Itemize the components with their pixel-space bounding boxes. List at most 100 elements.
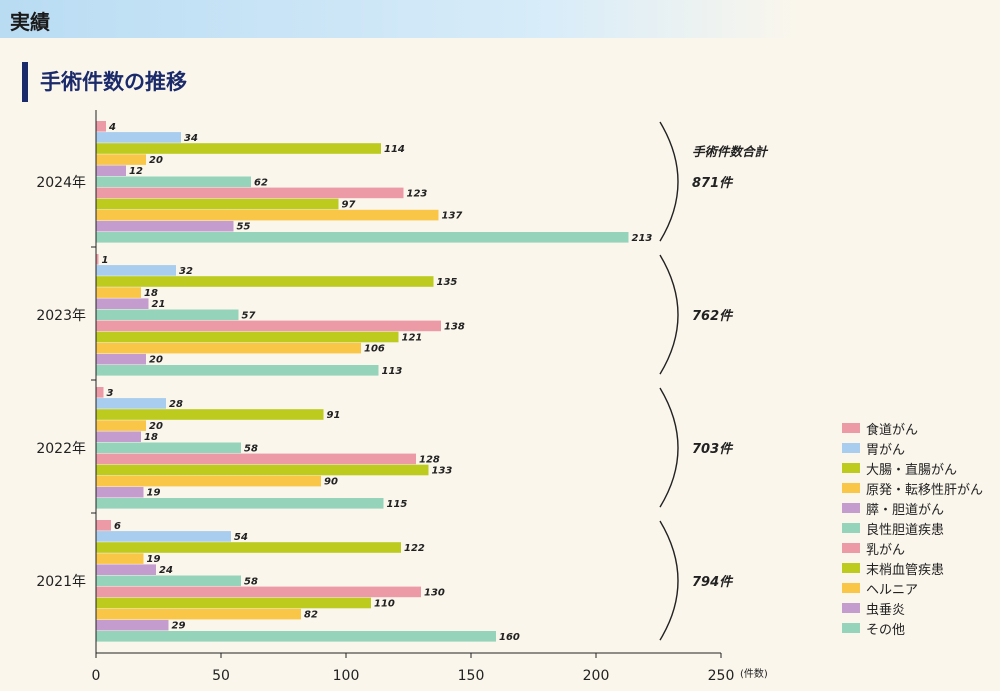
- bar-value-label: 115: [387, 499, 408, 510]
- bar-value-label: 6: [114, 521, 121, 532]
- bar-value-label: 133: [432, 466, 453, 477]
- bar-value-label: 137: [442, 211, 463, 222]
- bar-value-label: 54: [234, 532, 248, 543]
- bar-value-label: 138: [444, 321, 465, 332]
- bar-value-label: 160: [499, 632, 520, 643]
- legend-label: その他: [866, 622, 906, 638]
- legend-swatch: [842, 603, 860, 613]
- bar-3-5: [96, 575, 241, 587]
- bar-value-label: 18: [144, 288, 158, 299]
- bar-value-label: 114: [384, 144, 405, 155]
- legend-item: 原発・転移性肝がん: [842, 478, 983, 498]
- bar-value-label: 20: [149, 355, 163, 366]
- legend-label: 良性胆道疾患: [866, 522, 945, 538]
- bar-value-label: 106: [364, 344, 385, 355]
- bar-value-label: 82: [304, 610, 318, 621]
- legend-label: ヘルニア: [866, 582, 919, 598]
- bar-value-label: 29: [172, 621, 186, 632]
- x-tick-label: 0: [92, 668, 101, 684]
- legend-swatch: [842, 503, 860, 513]
- legend-label: 虫垂炎: [866, 602, 906, 618]
- x-tick-label: 50: [212, 668, 230, 684]
- total-bracket: [659, 254, 679, 375]
- chart-legend: 食道がん胃がん大腸・直腸がん原発・転移性肝がん 膵・胆道がん 良性胆道疾患 乳がん末梢…: [842, 418, 983, 638]
- total-label: 762件: [692, 308, 734, 324]
- legend-swatch: [842, 523, 860, 533]
- legend-swatch: [842, 623, 860, 633]
- legend-swatch: [842, 423, 860, 433]
- bar-0-8: [96, 209, 439, 221]
- bar-2-4: [96, 431, 141, 442]
- bar-3-10: [96, 631, 496, 642]
- bar-2-9: [96, 486, 144, 498]
- total-bracket: [659, 121, 679, 242]
- bar-value-label: 34: [184, 133, 198, 144]
- bar-2-7: [96, 464, 429, 476]
- bar-value-label: 123: [407, 188, 428, 199]
- bar-value-label: 97: [342, 200, 356, 211]
- bar-value-label: 1: [102, 255, 109, 266]
- legend-item: 末梢血管疾患: [842, 558, 983, 578]
- year-label: 2022年: [36, 441, 86, 457]
- legend-item: 良性胆道疾患: [842, 518, 983, 538]
- total-label: 871件: [692, 175, 734, 191]
- bar-value-label: 62: [254, 177, 268, 188]
- bar-value-label: 58: [244, 443, 258, 454]
- bar-0-7: [96, 198, 339, 210]
- bar-2-5: [96, 442, 241, 454]
- legend-label: 胃がん: [866, 442, 906, 458]
- bar-value-label: 20: [149, 421, 163, 432]
- header-band-title: 実績: [10, 10, 50, 34]
- bar-1-3: [96, 287, 141, 298]
- legend-swatch: [842, 463, 860, 473]
- bar-1-10: [96, 365, 379, 376]
- bar-1-1: [96, 265, 176, 276]
- bar-value-label: 21: [152, 299, 166, 310]
- bar-1-5: [96, 309, 239, 321]
- bar-value-label: 113: [382, 366, 403, 377]
- legend-item: 大腸・直腸がん: [842, 458, 983, 478]
- bar-value-label: 122: [404, 543, 425, 554]
- bar-value-label: 135: [437, 277, 458, 288]
- legend-item: 食道がん: [842, 418, 983, 438]
- bar-2-6: [96, 453, 416, 465]
- total-bracket: [659, 387, 679, 508]
- bar-0-3: [96, 154, 146, 165]
- bar-value-label: 128: [419, 454, 440, 465]
- legend-label: 原発・転移性肝がん: [866, 482, 984, 498]
- bar-3-7: [96, 597, 371, 609]
- bar-0-1: [96, 132, 181, 143]
- bar-value-label: 213: [632, 233, 653, 244]
- bar-value-label: 110: [374, 599, 395, 610]
- bar-3-8: [96, 608, 301, 620]
- bar-0-4: [96, 165, 126, 176]
- bar-3-1: [96, 531, 231, 542]
- bar-value-label: 28: [169, 399, 183, 410]
- section-title: 手術件数の推移: [22, 62, 187, 102]
- legend-label: 膵・胆道がん: [866, 502, 945, 518]
- bar-0-2: [96, 143, 381, 154]
- bar-value-label: 24: [159, 565, 173, 576]
- bar-2-0: [96, 387, 104, 398]
- legend-label: 末梢血管疾患: [866, 562, 945, 578]
- x-tick-label: 250: [708, 668, 735, 684]
- bar-2-1: [96, 398, 166, 409]
- bar-2-10: [96, 498, 384, 509]
- legend-label: 乳がん: [866, 542, 906, 558]
- bar-1-8: [96, 342, 361, 354]
- bar-value-label: 55: [237, 222, 251, 233]
- bar-value-label: 19: [147, 488, 161, 499]
- bar-2-2: [96, 409, 324, 420]
- bar-value-label: 12: [129, 166, 143, 177]
- x-tick-label: 200: [583, 668, 610, 684]
- bar-value-label: 90: [324, 477, 338, 488]
- bar-value-label: 32: [179, 266, 193, 277]
- total-bracket: [659, 520, 679, 641]
- bar-value-label: 18: [144, 432, 158, 443]
- bar-value-label: 4: [108, 122, 116, 133]
- year-label: 2023年: [36, 308, 86, 324]
- legend-label: 大腸・直腸がん: [866, 462, 958, 478]
- legend-swatch: [842, 543, 860, 553]
- x-tick-label: 150: [458, 668, 485, 684]
